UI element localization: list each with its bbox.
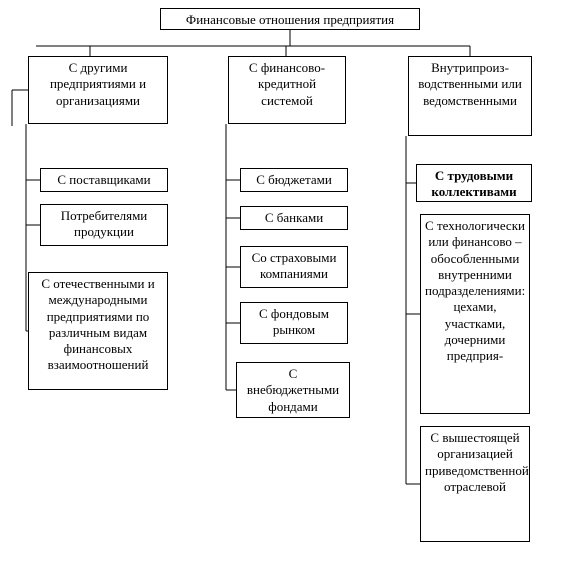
root-node: Финансовые отношения предприятия bbox=[160, 8, 420, 30]
child-node-other_orgs-0: С поставщиками bbox=[40, 168, 168, 192]
child-node-internal-2: С вышестоящей организацией приведомствен… bbox=[420, 426, 530, 542]
child-node-internal-0: С трудовыми коллективами bbox=[416, 164, 532, 202]
child-node-fin_credit-0: С бюджетами bbox=[240, 168, 348, 192]
child-node-internal-1: С технологически или финансово – обособл… bbox=[420, 214, 530, 414]
child-node-other_orgs-2: С отечественными и международными предпр… bbox=[28, 272, 168, 390]
child-node-fin_credit-2: Со страховыми компаниями bbox=[240, 246, 348, 288]
branch-header-other_orgs: С другими предприятиями и организациями bbox=[28, 56, 168, 124]
child-node-fin_credit-1: С банками bbox=[240, 206, 348, 230]
child-node-fin_credit-4: С внебюджетными фондами bbox=[236, 362, 350, 418]
branch-header-internal: Внутрипроиз-водственными или ведомственн… bbox=[408, 56, 532, 136]
child-node-other_orgs-1: Потребителями продукции bbox=[40, 204, 168, 246]
branch-header-fin_credit: С финансово-кредитной системой bbox=[228, 56, 346, 124]
child-node-fin_credit-3: С фондовым рынком bbox=[240, 302, 348, 344]
